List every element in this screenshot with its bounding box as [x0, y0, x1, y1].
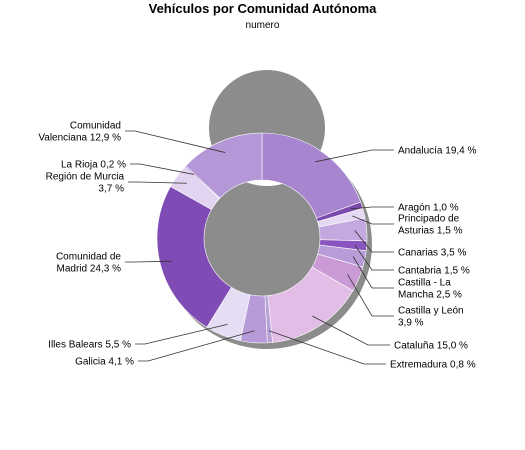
slice-label-galicia: Galicia 4,1 % — [75, 357, 134, 368]
slice-labels: Andalucía 19,4 % Aragón 1,0 %Principado d… — [38, 121, 476, 371]
leader-line-aragon — [350, 206, 394, 210]
chart-title: Vehículos por Comunidad Autónoma — [148, 1, 377, 16]
slice-label-cantabria: Cantabria 1,5 % — [398, 266, 470, 277]
slice-label-canarias: Canarias 3,5 % — [398, 248, 466, 259]
slice-label-aragon: Aragón 1,0 % — [398, 203, 459, 214]
leader-line-castilla-y-leon — [347, 274, 394, 317]
leader-line-region-de-murcia — [128, 181, 187, 184]
slice-label-castilla-la-mancha: Castilla - La Mancha 2,5 % — [398, 278, 462, 301]
slice-label-cataluna: Cataluña 15,0 % — [394, 341, 468, 352]
leader-line-cantabria — [354, 244, 394, 271]
leader-line-la-rioja — [130, 163, 195, 175]
leader-line-principado-de-asturias — [352, 215, 394, 225]
slice-label-extremadura: Extremadura 0,8 % — [390, 360, 476, 371]
leader-line-extremadura — [268, 330, 386, 365]
slice-label-comunidad-de-madrid: Comunidad de Madrid 24,3 % — [56, 252, 121, 275]
slice-label-illes-balears: Illes Balears 5,5 % — [48, 340, 131, 351]
leader-lines — [125, 130, 394, 365]
slice-label-principado-de-asturias: Principado de Asturias 1,5 % — [398, 214, 463, 237]
leader-line-andalucia — [315, 149, 394, 163]
donut-slices — [156, 132, 368, 344]
leader-line-comunidad-valenciana — [125, 130, 226, 153]
slice-label-la-rioja: La Rioja 0,2 % — [61, 160, 126, 171]
slice-label-comunidad-valenciana: Comunidad Valenciana 12,9 % — [38, 121, 121, 144]
leader-line-cataluna — [312, 315, 390, 346]
leader-line-illes-balears — [135, 323, 228, 345]
slice-label-region-de-murcia: Región de Murcia 3,7 % — [46, 172, 125, 195]
slice-comunidad-de-madrid — [156, 186, 232, 328]
leader-line-galicia — [138, 330, 255, 362]
chart-subtitle: numero — [245, 20, 280, 31]
leader-line-castilla-la-mancha — [352, 256, 394, 289]
slice-label-castilla-y-leon: Castilla y León 3,9 % — [398, 306, 464, 329]
slice-label-andalucia: Andalucía 19,4 % — [398, 146, 476, 157]
slice-comunidad-valenciana — [185, 132, 263, 199]
leader-line-canarias — [354, 230, 394, 253]
leader-line-comunidad-de-madrid — [125, 260, 172, 263]
